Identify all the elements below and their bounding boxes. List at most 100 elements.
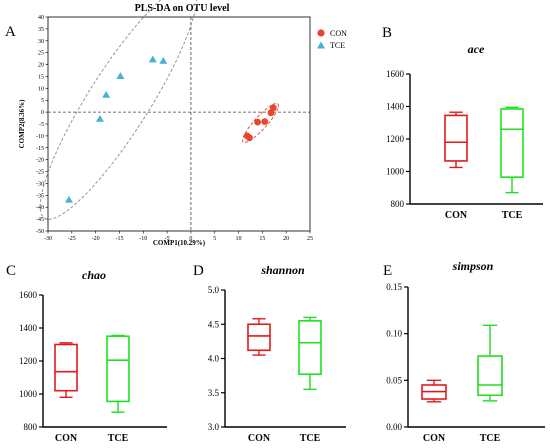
y-tick-label: -30: [36, 181, 44, 187]
ace-y-tick-label: 800: [391, 199, 405, 209]
scatter-x-axis-label: COMP1(10.29%): [153, 239, 206, 247]
panel-label-a: A: [5, 24, 16, 40]
chao-y-tick-label: 1200: [19, 356, 38, 366]
y-tick-label: 5: [41, 98, 44, 104]
scatter-point-tce: [95, 114, 104, 122]
chao-y-tick-label: 1600: [19, 290, 38, 300]
y-tick-label: 0: [41, 110, 44, 116]
panel-a-pls-da: A PLS-DA on OTU level -30 -25 -20 -15 -10 -5 0…: [5, 0, 347, 247]
x-tick-label: -25: [68, 236, 76, 242]
panel-title-simpson: simpson: [452, 259, 494, 273]
y-tick-label: -5: [39, 122, 44, 128]
shannon-y-tick-label: 5.0: [208, 285, 220, 295]
y-tick-label: -15: [36, 146, 44, 152]
panel-e-simpson: E simpson 0.00 0.05 0.10 0.15 CON TCE: [383, 259, 545, 444]
y-tick-label: 15: [38, 74, 44, 80]
y-tick-label: -20: [36, 158, 44, 164]
shannon-category-label-con: CON: [248, 433, 271, 444]
x-tick-label: -30: [44, 236, 52, 242]
legend-label-con: CON: [330, 29, 347, 38]
scatter-y-axis-label: COMP2(8.36%): [18, 99, 26, 148]
scatter-point-con: [261, 118, 269, 126]
panel-title-chao: chao: [82, 268, 106, 282]
simpson-y-tick-label: 0.00: [386, 422, 402, 432]
x-tick-label: 0: [189, 236, 192, 242]
scatter-title: PLS-DA on OTU level: [135, 3, 230, 14]
x-tick-label: 15: [259, 236, 265, 242]
panel-label-e: E: [383, 263, 392, 279]
scatter-point-tce: [64, 195, 73, 203]
chao-y-tick-label: 800: [24, 422, 38, 432]
panel-title-ace: ace: [468, 42, 485, 56]
x-tick-label: 5: [213, 236, 216, 242]
y-tick-label: -35: [36, 193, 44, 199]
scatter-point-con: [254, 118, 261, 126]
x-tick-label: -15: [115, 236, 123, 242]
chao-con-box: [54, 343, 78, 392]
x-tick-label: 20: [283, 236, 289, 242]
scatter-point-tce: [159, 56, 168, 64]
scatter-point-con: [246, 134, 253, 142]
y-tick-label: -40: [36, 205, 44, 211]
y-tick-label: -10: [36, 134, 44, 140]
simpson-category-label-tce: TCE: [480, 433, 501, 444]
ace-category-label-con: CON: [445, 210, 468, 221]
shannon-y-tick-label: 4.5: [208, 319, 220, 329]
scatter-point-tce: [102, 90, 111, 98]
y-tick-label: 35: [38, 27, 44, 33]
legend-marker-tce: [317, 41, 325, 49]
ace-y-tick-label: 1600: [386, 69, 405, 79]
panel-title-shannon: shannon: [260, 263, 305, 277]
x-tick-label: -20: [92, 236, 100, 242]
scatter-legend: CON TCE: [317, 29, 347, 50]
shannon-y-tick-label: 4.0: [208, 354, 220, 364]
shannon-y-tick-label: 3.5: [208, 388, 220, 398]
x-tick-label: -5: [165, 236, 170, 242]
legend-marker-con: [317, 29, 325, 37]
shannon-y-tick-label: 3.0: [208, 422, 220, 432]
ace-tce-box: [500, 108, 524, 178]
scatter-frame: [47, 16, 311, 232]
chao-category-label-con: CON: [55, 433, 78, 444]
y-tick-label: 10: [38, 86, 44, 92]
y-tick-label: -50: [36, 229, 44, 235]
panel-c-chao: C chao 800 1000 1200 1400 1600 CON TCE: [6, 263, 167, 444]
chao-category-label-tce: TCE: [108, 433, 129, 444]
scatter-point-tce: [148, 55, 157, 63]
shannon-con-box: [247, 323, 271, 352]
shannon-tce-box: [298, 320, 322, 376]
scatter-point-con: [269, 104, 277, 112]
ace-y-tick-label: 1400: [386, 102, 405, 112]
simpson-category-label-con: CON: [423, 433, 446, 444]
y-tick-label: 40: [38, 15, 44, 21]
scatter-point-tce: [116, 72, 125, 79]
y-tick-label: 20: [38, 63, 44, 69]
con-confidence-ellipse: [242, 102, 280, 144]
y-tick-label: -45: [36, 217, 44, 223]
simpson-y-tick-label: 0.15: [386, 282, 402, 292]
tce-confidence-ellipse: [39, 0, 198, 220]
chao-y-tick-label: 1000: [19, 389, 38, 399]
ace-y-tick-label: 1000: [386, 167, 405, 177]
chao-tce-box: [106, 335, 130, 403]
panel-d-shannon: D shannon 3.0 3.5 4.0 4.5 5.0 CON TCE: [193, 263, 346, 444]
legend-label-tce: TCE: [330, 41, 345, 50]
panel-label-d: D: [193, 263, 204, 279]
simpson-y-tick-label: 0.10: [386, 329, 402, 339]
panel-b-ace: B ace 800 1000 1200 1400 1600 CON TCE: [382, 25, 543, 221]
ace-category-label-tce: TCE: [502, 210, 523, 221]
simpson-tce-box: [477, 355, 503, 397]
x-tick-label: 10: [236, 236, 242, 242]
y-tick-label: 25: [38, 51, 44, 57]
ace-y-tick-label: 1200: [386, 134, 405, 144]
ace-con-box: [444, 114, 468, 162]
chao-y-tick-label: 1400: [19, 323, 38, 333]
x-tick-label: -10: [139, 236, 147, 242]
x-tick-label: 25: [307, 236, 313, 242]
y-tick-label: -25: [36, 170, 44, 176]
panel-label-c: C: [6, 263, 16, 279]
panel-label-b: B: [382, 25, 392, 41]
y-tick-label: 30: [38, 39, 44, 45]
shannon-category-label-tce: TCE: [300, 433, 321, 444]
